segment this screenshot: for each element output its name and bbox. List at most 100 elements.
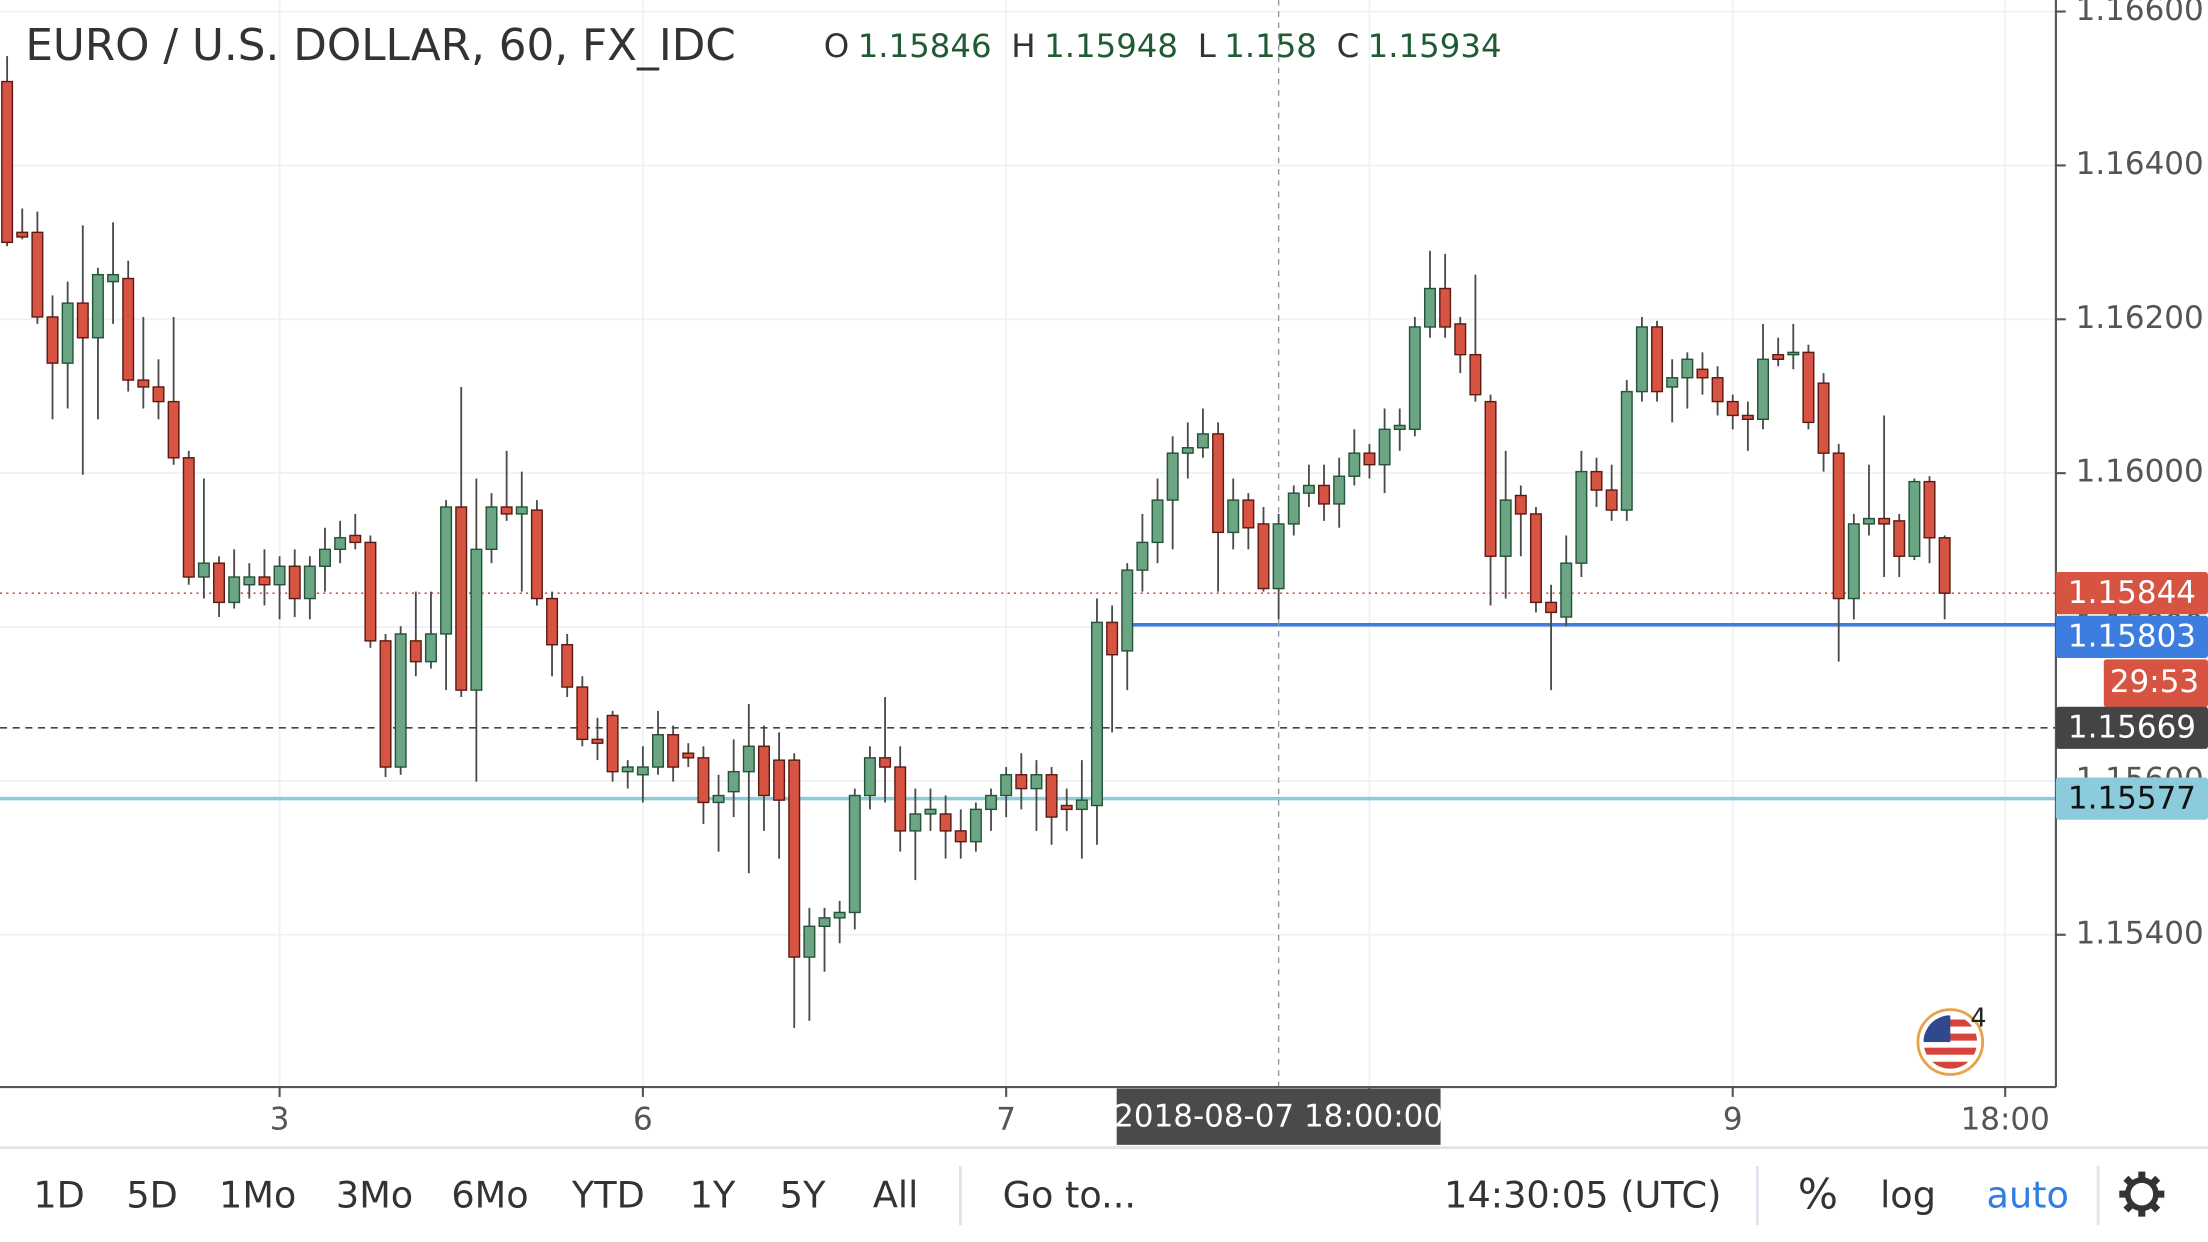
x-tick-label: 7 [996,1101,1016,1137]
x-tick-label: 9 [1723,1101,1743,1137]
candle-body [1620,390,1633,511]
candle-body [1106,621,1119,656]
candle-body [682,752,695,759]
range-button[interactable]: YTD [571,1173,645,1216]
candle-body [152,386,165,403]
candle-body [1000,774,1013,797]
range-button[interactable]: 6Mo [451,1173,528,1216]
candle-body [788,759,801,958]
candle-body [1257,523,1270,590]
candle-body [1923,480,1936,539]
range-button[interactable]: 5D [126,1173,177,1216]
candle-body [1545,601,1558,614]
candle-body [515,506,528,515]
candle-body [31,231,44,318]
badge-bg [2055,777,2208,820]
candle-body [1635,326,1648,393]
candle-body [667,734,680,768]
candle-body [107,273,120,283]
candle-body [1575,470,1588,564]
range-button[interactable]: 1Y [690,1173,736,1216]
range-button[interactable]: 5Y [780,1173,826,1216]
candle-body [197,562,210,578]
candle-body [485,506,498,551]
candles [1,56,1951,1028]
candle-body [909,813,922,832]
badge-bg [2055,615,2208,658]
candle-body [1862,517,1875,525]
price-label: 1.15577 [2068,781,2196,817]
candle-body [1711,377,1724,403]
candle-body [530,509,543,600]
y-tick-label: 1.16000 [2076,454,2204,490]
candle-body [924,808,937,815]
candle-body [1832,452,1845,600]
percent-toggle[interactable]: % [1798,1169,1838,1218]
candle-body [757,745,770,797]
candle-body [1938,537,1951,594]
candle-body [76,302,89,339]
candle-body [394,633,407,768]
goto-button[interactable]: Go to... [1003,1173,1136,1216]
ohlc-value: 1.158 [1224,27,1317,65]
crosshair-label-bg [1116,1088,1441,1145]
flag [1923,1015,1978,1069]
candle-body [1242,499,1255,529]
auto-toggle[interactable]: auto [1987,1173,2069,1216]
candle-body [1348,452,1361,477]
candle-body [1726,400,1739,417]
log-toggle[interactable]: log [1880,1173,1936,1216]
candle-body [742,745,755,773]
flag-icon[interactable]: 4 [1916,1003,1987,1076]
candle-body [440,506,453,635]
candle-body [91,273,104,339]
candle-body [1772,353,1785,360]
candle-body [364,541,377,642]
ohlc-name: O [824,27,849,65]
countdown: 29:53 [2110,664,2199,700]
ohlc-value: 1.15948 [1044,27,1178,65]
range-button[interactable]: All [873,1173,918,1216]
candle-body [606,714,619,773]
crosshair-time: 2018-08-07 18:00:00 [1114,1099,1443,1135]
candle-body [1651,326,1664,393]
y-tick-label: 1.15400 [2076,915,2204,951]
candle-body [1590,470,1603,491]
y-tick-label: 1.16200 [2076,300,2204,336]
candle-body [1151,499,1164,544]
range-button[interactable]: 3Mo [336,1173,413,1216]
candle-body [1075,799,1088,811]
candle-body [1499,499,1512,557]
candle-body [1060,804,1073,811]
range-button[interactable]: 1Mo [219,1173,296,1216]
gear-teeth [2119,1171,2165,1217]
candle-body [1787,351,1800,356]
candle-body [1,80,14,244]
candle-body [773,759,786,801]
candle-body [258,576,271,586]
x-tick-label: 18:00 [1961,1101,2050,1137]
candle-body [46,316,59,364]
clock[interactable]: 14:30:05 (UTC) [1444,1173,1721,1216]
range-button[interactable]: 1D [33,1173,84,1216]
candle-body [1454,323,1467,356]
candle-body [61,302,74,364]
candle-body [1166,452,1179,501]
price-badge: 1.15669 [2055,706,2208,749]
candle-body [1484,400,1497,557]
candle-body [1529,513,1542,604]
candle-body [591,738,604,744]
candle-body [576,686,589,741]
candle-body [1741,414,1754,421]
candle-body [697,757,710,804]
candle-body [1227,499,1240,534]
candle-body [379,640,392,768]
candle-body [939,813,952,832]
price-badge: 1.15803 [2055,615,2208,658]
candle-body [349,534,362,544]
settings-button[interactable] [2119,1171,2165,1217]
price-label: 1.15803 [2068,619,2196,655]
candle-body [879,757,892,768]
candle-body [1196,433,1209,449]
